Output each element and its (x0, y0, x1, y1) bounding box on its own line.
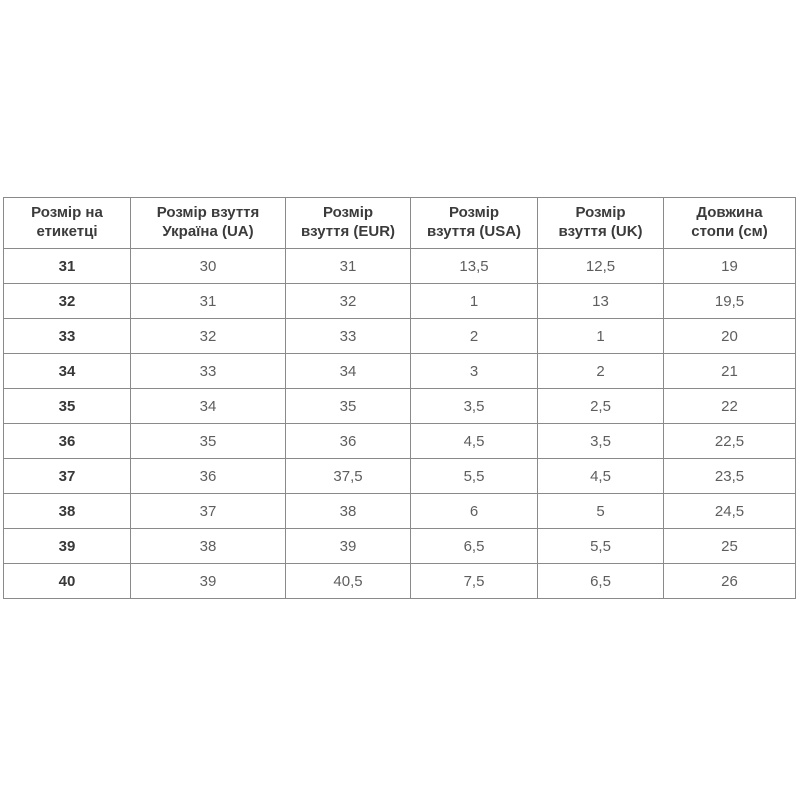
size-value-cell: 32 (285, 283, 411, 319)
size-value-cell: 24,5 (663, 493, 796, 529)
size-value-cell: 3,5 (410, 388, 538, 424)
size-value-cell: 2 (537, 353, 664, 389)
size-value-cell: 23,5 (663, 458, 796, 494)
header-cell: Розмір на етикетці (3, 197, 131, 249)
size-value-cell: 19 (663, 248, 796, 284)
size-value-cell: 37,5 (285, 458, 411, 494)
size-value-cell: 1 (410, 283, 538, 319)
size-value-cell: 22,5 (663, 423, 796, 459)
shoe-size-conversion-table: Розмір на етикетці Розмір взуття Україна … (3, 197, 796, 599)
size-value-cell: 37 (130, 493, 286, 529)
size-value-cell: 25 (663, 528, 796, 564)
table-row: 35 34 35 3,5 2,5 22 (3, 388, 796, 424)
header-cell: Розмір взуття (USA) (410, 197, 538, 249)
table-row: 40 39 40,5 7,5 6,5 26 (3, 563, 796, 599)
size-value-cell: 2 (410, 318, 538, 354)
size-value-cell: 6,5 (537, 563, 664, 599)
table-row: 31 30 31 13,5 12,5 19 (3, 248, 796, 284)
size-value-cell: 21 (663, 353, 796, 389)
size-value-cell: 3 (410, 353, 538, 389)
size-value-cell: 38 (285, 493, 411, 529)
header-cell: Довжина стопи (см) (663, 197, 796, 249)
size-value-cell: 6,5 (410, 528, 538, 564)
label-size-cell: 37 (3, 458, 131, 494)
size-value-cell: 4,5 (537, 458, 664, 494)
table-row: 32 31 32 1 13 19,5 (3, 283, 796, 319)
size-value-cell: 39 (285, 528, 411, 564)
size-value-cell: 38 (130, 528, 286, 564)
size-value-cell: 36 (130, 458, 286, 494)
size-value-cell: 26 (663, 563, 796, 599)
label-size-cell: 38 (3, 493, 131, 529)
label-size-cell: 40 (3, 563, 131, 599)
size-value-cell: 4,5 (410, 423, 538, 459)
size-value-cell: 32 (130, 318, 286, 354)
size-value-cell: 40,5 (285, 563, 411, 599)
table-row: 37 36 37,5 5,5 4,5 23,5 (3, 458, 796, 494)
size-value-cell: 5 (537, 493, 664, 529)
label-size-cell: 36 (3, 423, 131, 459)
size-value-cell: 34 (130, 388, 286, 424)
header-cell: Розмір взуття (UK) (537, 197, 664, 249)
size-value-cell: 30 (130, 248, 286, 284)
label-size-cell: 33 (3, 318, 131, 354)
table-row: 39 38 39 6,5 5,5 25 (3, 528, 796, 564)
size-value-cell: 3,5 (537, 423, 664, 459)
size-value-cell: 6 (410, 493, 538, 529)
size-value-cell: 22 (663, 388, 796, 424)
size-value-cell: 19,5 (663, 283, 796, 319)
size-value-cell: 31 (285, 248, 411, 284)
size-value-cell: 20 (663, 318, 796, 354)
table-row: 34 33 34 3 2 21 (3, 353, 796, 389)
size-value-cell: 2,5 (537, 388, 664, 424)
table-row: 38 37 38 6 5 24,5 (3, 493, 796, 529)
table-row: 33 32 33 2 1 20 (3, 318, 796, 354)
label-size-cell: 32 (3, 283, 131, 319)
size-value-cell: 31 (130, 283, 286, 319)
size-value-cell: 5,5 (537, 528, 664, 564)
table-body: 31 30 31 13,5 12,5 19 32 31 32 1 13 19,5 33 32 33 2 1 20 3… (3, 248, 796, 599)
label-size-cell: 39 (3, 528, 131, 564)
size-value-cell: 35 (130, 423, 286, 459)
label-size-cell: 35 (3, 388, 131, 424)
size-value-cell: 1 (537, 318, 664, 354)
table-header: Розмір на етикетці Розмір взуття Україна … (3, 197, 796, 249)
size-value-cell: 13 (537, 283, 664, 319)
header-cell: Розмір взуття Україна (UA) (130, 197, 286, 249)
size-value-cell: 35 (285, 388, 411, 424)
header-row: Розмір на етикетці Розмір взуття Україна … (3, 197, 796, 249)
size-value-cell: 13,5 (410, 248, 538, 284)
size-value-cell: 36 (285, 423, 411, 459)
size-value-cell: 7,5 (410, 563, 538, 599)
table-row: 36 35 36 4,5 3,5 22,5 (3, 423, 796, 459)
size-value-cell: 33 (130, 353, 286, 389)
label-size-cell: 34 (3, 353, 131, 389)
size-value-cell: 33 (285, 318, 411, 354)
label-size-cell: 31 (3, 248, 131, 284)
size-value-cell: 5,5 (410, 458, 538, 494)
size-value-cell: 12,5 (537, 248, 664, 284)
header-cell: Розмір взуття (EUR) (285, 197, 411, 249)
size-value-cell: 34 (285, 353, 411, 389)
size-value-cell: 39 (130, 563, 286, 599)
